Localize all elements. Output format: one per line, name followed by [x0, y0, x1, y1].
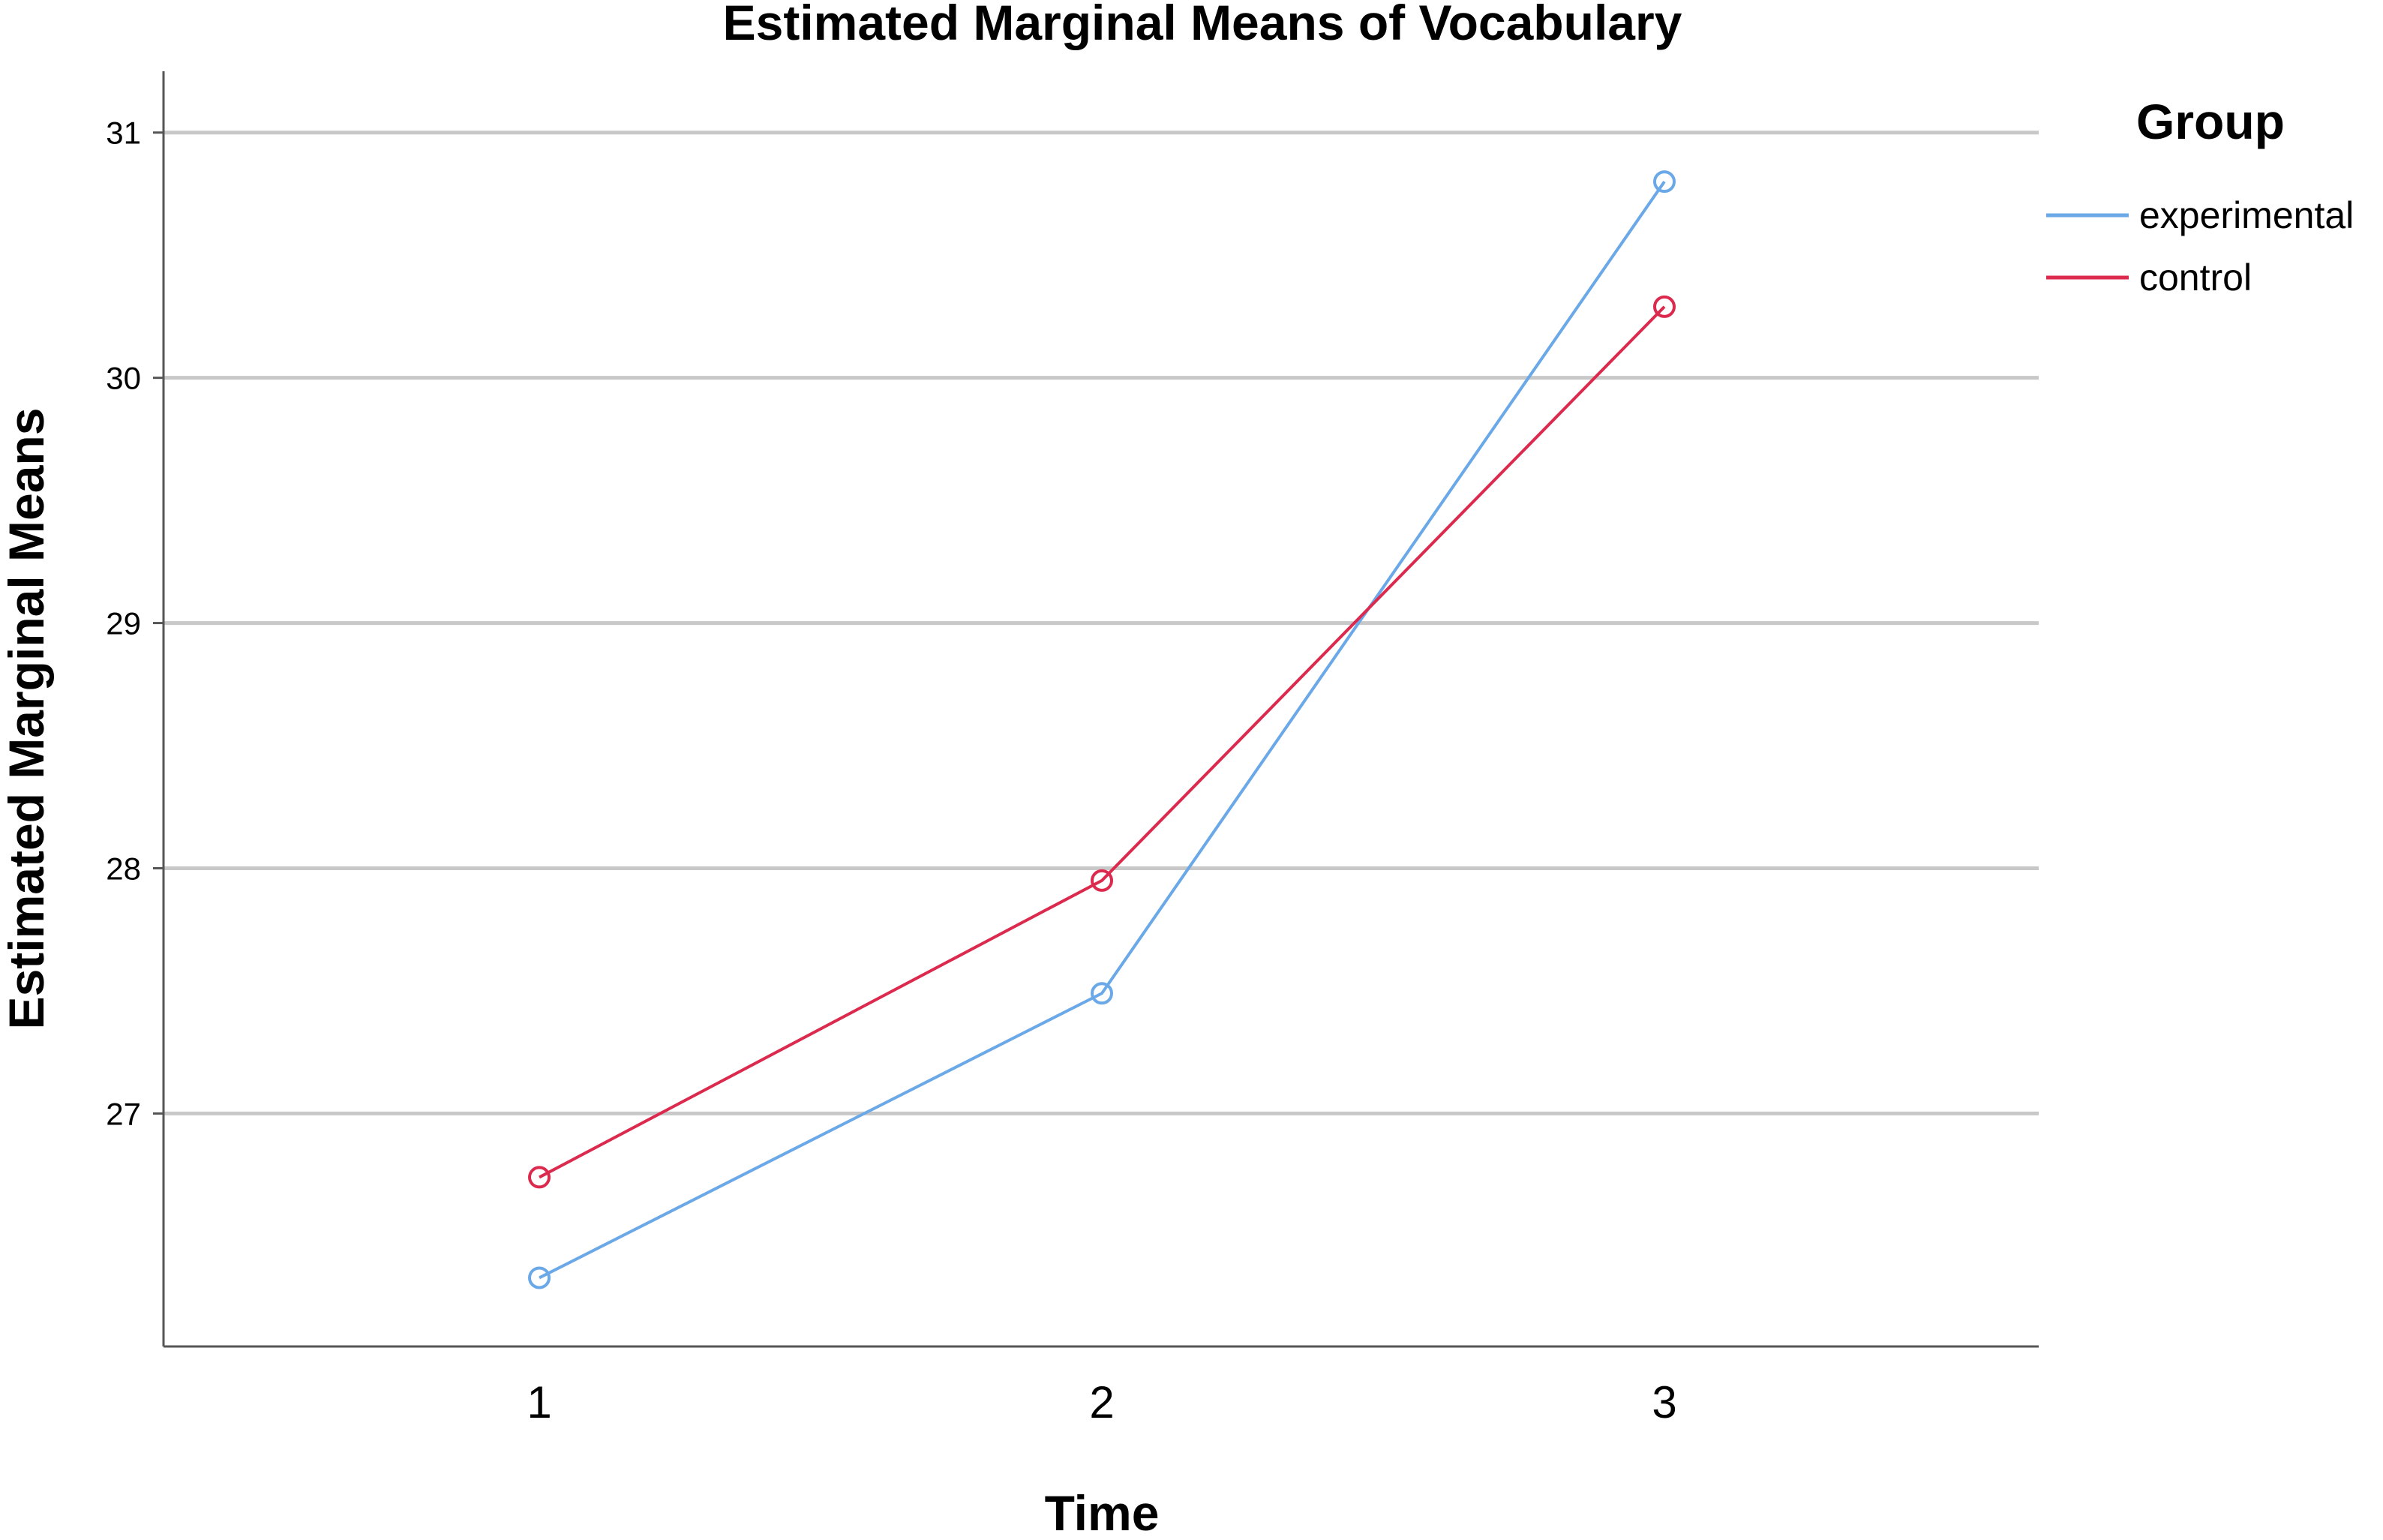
y-axis-title: Estimated Marginal Means	[0, 408, 54, 1030]
legend-label: control	[2139, 257, 2252, 299]
legend-label: experimental	[2139, 194, 2354, 236]
data-point	[528, 1166, 551, 1189]
data-point	[1091, 869, 1113, 892]
gridlines	[164, 131, 2039, 1115]
data-point	[528, 1266, 551, 1289]
legend-item: experimental	[2046, 194, 2354, 236]
x-tick-label: 2	[1089, 1377, 1114, 1427]
y-tick-label: 30	[106, 361, 141, 396]
x-tick-labels: 1 2 3	[527, 1377, 1676, 1427]
series-control	[528, 295, 1676, 1189]
x-tick-label: 3	[1652, 1377, 1676, 1427]
y-tick-labels: 27 28 29 30 31	[106, 116, 164, 1131]
legend: Group experimental control	[2046, 94, 2354, 299]
x-tick-label: 1	[527, 1377, 551, 1427]
legend-title: Group	[2136, 94, 2285, 149]
y-tick-label: 28	[106, 851, 141, 887]
y-tick-label: 27	[106, 1096, 141, 1131]
chart-title: Estimated Marginal Means of Vocabulary	[723, 0, 1682, 50]
axes	[162, 71, 2039, 1348]
data-point	[1653, 295, 1676, 318]
x-axis-title: Time	[1045, 1485, 1160, 1536]
y-tick-label: 31	[106, 116, 141, 151]
series-line	[539, 305, 1666, 1179]
data-point	[1653, 170, 1676, 194]
legend-items: experimental control	[2046, 194, 2354, 299]
series	[528, 170, 1676, 1289]
legend-item: control	[2046, 257, 2252, 299]
series-line	[539, 180, 1666, 1280]
data-point	[1091, 982, 1113, 1005]
y-tick-label: 29	[106, 606, 141, 641]
series-experimental	[528, 170, 1676, 1289]
